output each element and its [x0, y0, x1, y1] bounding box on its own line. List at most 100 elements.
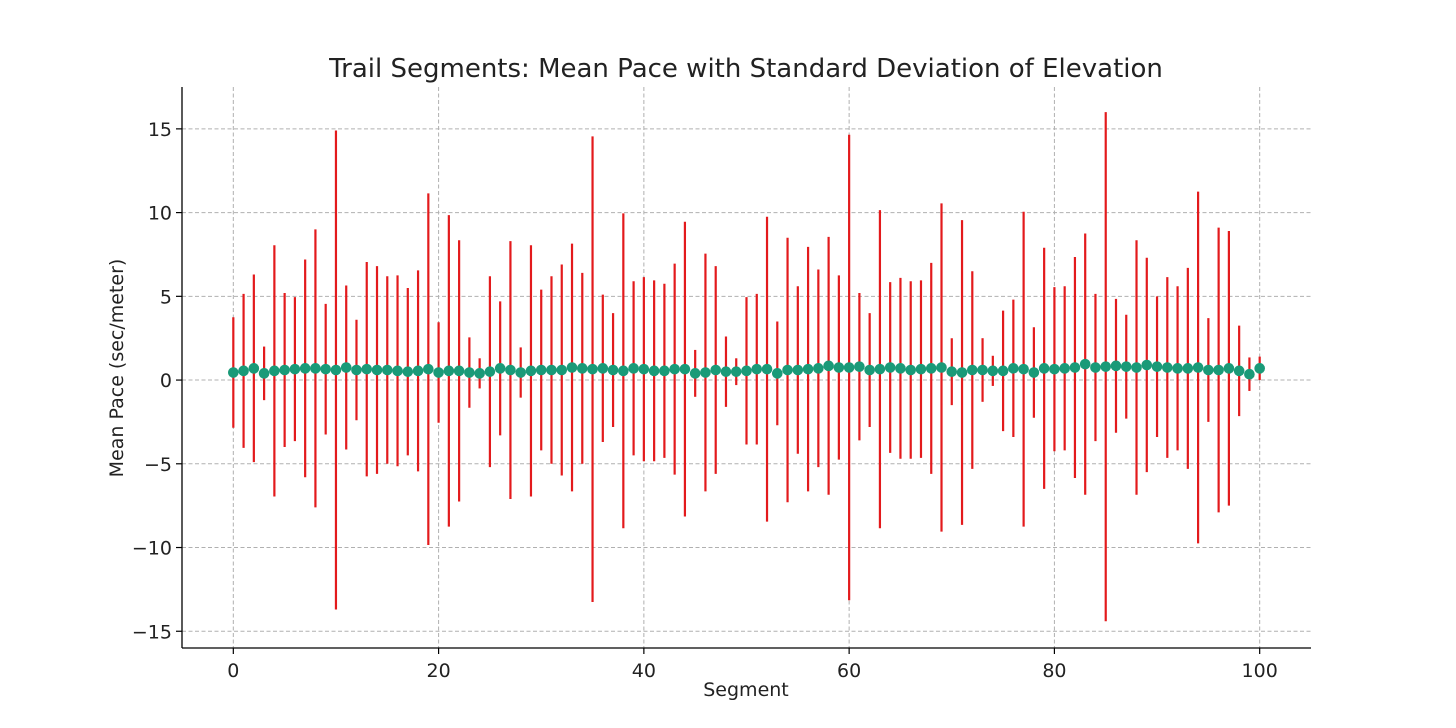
mean-point — [505, 364, 516, 376]
mean-point — [1110, 360, 1122, 372]
mean-point — [258, 368, 270, 379]
y-tick-label: −15 — [132, 621, 172, 643]
mean-point — [1028, 367, 1040, 378]
mean-point — [977, 364, 988, 376]
mean-point — [689, 368, 701, 379]
mean-point — [289, 363, 301, 375]
mean-point — [1182, 363, 1194, 374]
mean-point — [443, 365, 455, 377]
x-axis-ticks: 0 20 40 60 80 100 — [227, 648, 1278, 682]
y-axis-ticks: −15 −10 −5 0 5 10 15 — [132, 119, 182, 643]
mean-point — [1090, 362, 1101, 373]
mean-point — [381, 364, 393, 376]
mean-point — [412, 365, 424, 377]
mean-point — [1162, 362, 1173, 373]
mean-point — [967, 364, 978, 376]
y-tick-label: −5 — [144, 454, 172, 476]
mean-point — [1120, 361, 1132, 372]
y-tick-label: −10 — [132, 538, 172, 560]
x-tick-label: 20 — [426, 660, 450, 682]
mean-point — [1069, 362, 1081, 373]
y-tick-label: 10 — [148, 203, 172, 225]
mean-point — [1100, 361, 1112, 372]
mean-point — [484, 366, 496, 377]
mean-point — [905, 364, 917, 376]
mean-point — [1192, 362, 1204, 373]
mean-point — [669, 363, 680, 375]
mean-point — [1038, 363, 1050, 374]
mean-point — [310, 363, 321, 374]
mean-point — [823, 360, 834, 372]
x-tick-label: 80 — [1042, 660, 1066, 682]
mean-point — [854, 361, 865, 372]
x-axis-label: Segment — [703, 679, 789, 701]
mean-point — [556, 364, 568, 376]
mean-point — [566, 362, 578, 373]
mean-point — [1213, 364, 1224, 376]
mean-point — [515, 367, 526, 378]
mean-point — [1049, 363, 1060, 375]
chart-title: Trail Segments: Mean Pace with Standard … — [328, 54, 1163, 84]
mean-point — [700, 367, 711, 378]
mean-point — [1059, 363, 1070, 374]
mean-point — [833, 362, 845, 373]
mean-point — [741, 365, 752, 377]
mean-point — [659, 365, 670, 377]
mean-point — [638, 363, 650, 375]
mean-point — [402, 366, 414, 377]
mean-point — [351, 364, 362, 376]
mean-point — [1151, 361, 1163, 372]
mean-point — [710, 364, 722, 376]
mean-point — [248, 363, 260, 374]
mean-point — [874, 363, 886, 375]
mean-point — [392, 365, 403, 377]
mean-point — [771, 368, 783, 379]
y-tick-label: 5 — [160, 286, 172, 308]
mean-point — [464, 367, 475, 378]
mean-point — [228, 367, 239, 378]
data-points — [228, 358, 1265, 380]
mean-point — [1244, 368, 1255, 380]
mean-point — [535, 364, 547, 376]
mean-point — [597, 363, 609, 374]
mean-point — [936, 362, 947, 373]
mean-point — [997, 365, 1009, 377]
x-tick-label: 40 — [632, 660, 656, 682]
mean-point — [361, 363, 373, 375]
mean-point — [730, 366, 742, 377]
mean-point — [433, 367, 444, 378]
mean-point — [1131, 362, 1142, 373]
mean-point — [423, 363, 434, 375]
mean-point — [761, 363, 773, 375]
mean-point — [915, 363, 927, 375]
mean-point — [679, 363, 691, 375]
mean-point — [320, 363, 331, 375]
x-tick-label: 100 — [1242, 660, 1278, 682]
mean-point — [751, 363, 763, 375]
mean-point — [813, 363, 824, 374]
mean-point — [1008, 363, 1019, 374]
y-tick-label: 0 — [160, 370, 172, 392]
mean-point — [474, 368, 485, 379]
mean-point — [956, 367, 968, 378]
mean-point — [802, 363, 814, 375]
mean-point — [782, 364, 793, 376]
mean-point — [1254, 363, 1265, 374]
mean-point — [864, 364, 875, 376]
mean-point — [546, 364, 557, 376]
mean-point — [330, 364, 342, 376]
y-tick-label: 15 — [148, 119, 172, 141]
mean-point — [618, 365, 629, 377]
x-tick-label: 0 — [227, 660, 239, 682]
mean-point — [1141, 359, 1153, 371]
mean-point — [884, 362, 896, 373]
mean-point — [576, 363, 588, 374]
mean-point — [1079, 358, 1091, 370]
mean-point — [371, 364, 383, 376]
mean-point — [607, 364, 619, 376]
mean-point — [299, 363, 311, 374]
mean-point — [628, 363, 639, 374]
mean-point — [648, 365, 660, 377]
mean-point — [1018, 363, 1029, 375]
mean-point — [279, 364, 290, 376]
